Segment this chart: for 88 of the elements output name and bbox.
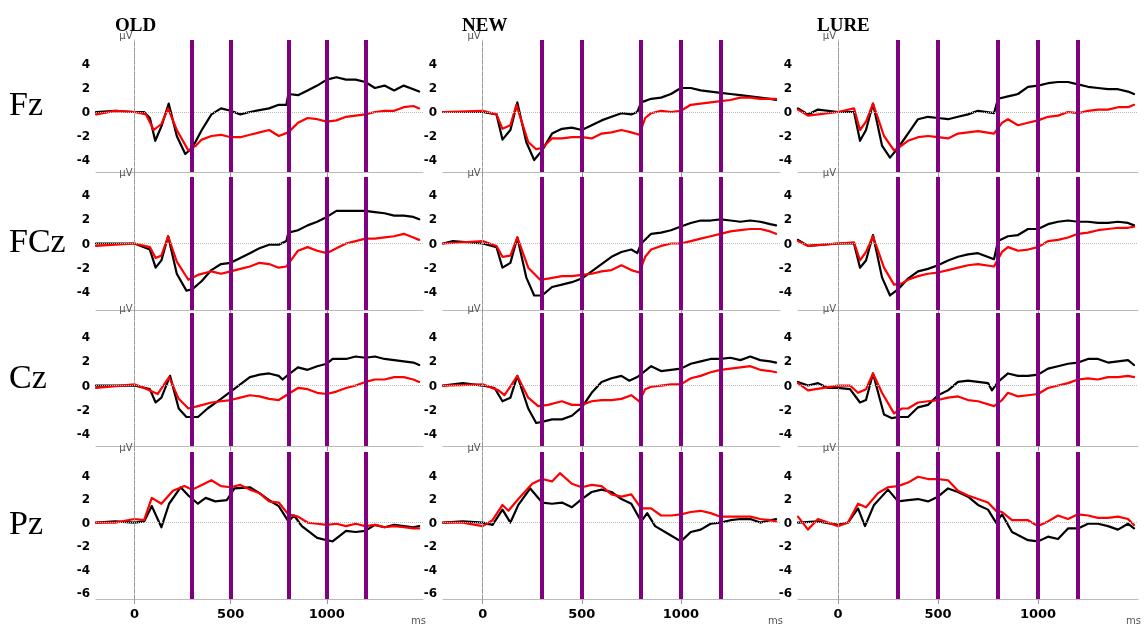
y-tick-label: 4 <box>428 57 437 71</box>
y-tick-label: -4 <box>778 562 792 577</box>
y-axis-title: µV <box>119 166 133 178</box>
y-tick-label: 4 <box>428 330 437 345</box>
x-tick-label: 0 <box>478 606 488 621</box>
x-tick-label: 0 <box>129 606 139 621</box>
y-tick-label: -6 <box>778 586 792 601</box>
y-tick-label: -4 <box>778 284 792 299</box>
y-tick-label: 0 <box>783 515 792 530</box>
y-tick-label: -2 <box>778 539 792 554</box>
y-tick-label: -2 <box>423 402 437 417</box>
x-tick-label: 500 <box>217 606 245 621</box>
x-tick-label: 0 <box>833 606 843 621</box>
x-axis-title: ms <box>768 614 783 626</box>
y-tick-label: 2 <box>783 492 792 507</box>
y-tick-label: 0 <box>428 105 437 119</box>
y-tick-label: -2 <box>76 402 90 417</box>
y-tick-label: 0 <box>783 236 792 251</box>
y-tick-label: -2 <box>778 260 792 275</box>
y-tick-label: -2 <box>423 539 437 554</box>
x-axis-title: ms <box>411 614 426 626</box>
y-tick-label: -4 <box>778 426 792 441</box>
y-tick-label: 4 <box>783 330 792 345</box>
x-tick-label: 1000 <box>308 606 345 621</box>
y-tick-label: 0 <box>428 378 437 393</box>
y-tick-label: 4 <box>783 57 792 71</box>
y-tick-label: -2 <box>423 260 437 275</box>
y-tick-label: -4 <box>423 284 437 299</box>
x-tick-label: 500 <box>568 606 596 621</box>
y-axis-title: µV <box>822 441 837 453</box>
y-tick-label: -4 <box>76 426 90 441</box>
y-tick-label: 2 <box>81 212 90 227</box>
y-tick-label: -2 <box>76 260 90 275</box>
y-tick-label: -6 <box>76 586 90 601</box>
text: Cz <box>9 358 47 395</box>
x-tick-label: 1000 <box>1019 606 1057 621</box>
text: Fz <box>9 84 43 122</box>
y-axis-title: µV <box>119 302 133 314</box>
y-tick-label: -4 <box>423 153 437 167</box>
y-tick-label: 0 <box>81 378 90 393</box>
y-axis-title: µV <box>467 441 481 453</box>
y-tick-label: 2 <box>428 354 437 369</box>
text: FCz <box>9 222 66 259</box>
y-tick-label: 4 <box>81 57 90 71</box>
x-tick-label: 500 <box>924 606 952 621</box>
y-tick-label: 2 <box>428 212 437 227</box>
y-tick-label: 2 <box>783 354 792 369</box>
y-tick-label: 4 <box>783 188 792 203</box>
text: Pz <box>9 504 43 541</box>
y-axis-title: µV <box>822 302 837 314</box>
y-tick-label: -4 <box>778 153 792 167</box>
y-tick-label: 2 <box>783 212 792 227</box>
y-axis-title: µV <box>467 166 481 178</box>
y-tick-label: 4 <box>81 188 90 203</box>
y-tick-label: 2 <box>81 81 90 95</box>
y-axis-title: µV <box>119 441 133 453</box>
y-tick-label: 0 <box>81 515 90 530</box>
y-tick-label: 4 <box>428 468 437 483</box>
y-tick-label: 0 <box>428 515 437 530</box>
y-tick-label: 0 <box>783 105 792 119</box>
y-tick-label: 2 <box>428 81 437 95</box>
y-tick-label: 2 <box>81 354 90 369</box>
y-tick-label: -4 <box>423 562 437 577</box>
y-tick-label: -2 <box>76 129 90 143</box>
y-tick-label: 2 <box>81 492 90 507</box>
y-tick-label: 4 <box>428 188 437 203</box>
y-tick-label: 4 <box>81 330 90 345</box>
y-tick-label: -4 <box>76 562 90 577</box>
y-tick-label: -4 <box>423 426 437 441</box>
y-tick-label: -4 <box>76 284 90 299</box>
y-axis-title: µV <box>467 302 481 314</box>
y-tick-label: -6 <box>423 586 437 601</box>
y-tick-label: -2 <box>423 129 437 143</box>
y-tick-label: -2 <box>778 402 792 417</box>
y-tick-label: 4 <box>783 468 792 483</box>
y-tick-label: -2 <box>778 129 792 143</box>
y-tick-label: 0 <box>783 378 792 393</box>
y-tick-label: 2 <box>428 492 437 507</box>
y-tick-label: -4 <box>76 153 90 167</box>
y-tick-label: 0 <box>81 105 90 119</box>
y-tick-label: 4 <box>81 468 90 483</box>
x-tick-label: 1000 <box>662 606 699 621</box>
y-tick-label: -2 <box>76 539 90 554</box>
y-tick-label: 2 <box>783 81 792 95</box>
y-axis-title: µV <box>822 166 837 178</box>
y-tick-label: 0 <box>428 236 437 251</box>
y-tick-label: 0 <box>81 236 90 251</box>
x-axis-title: ms <box>1126 614 1141 626</box>
